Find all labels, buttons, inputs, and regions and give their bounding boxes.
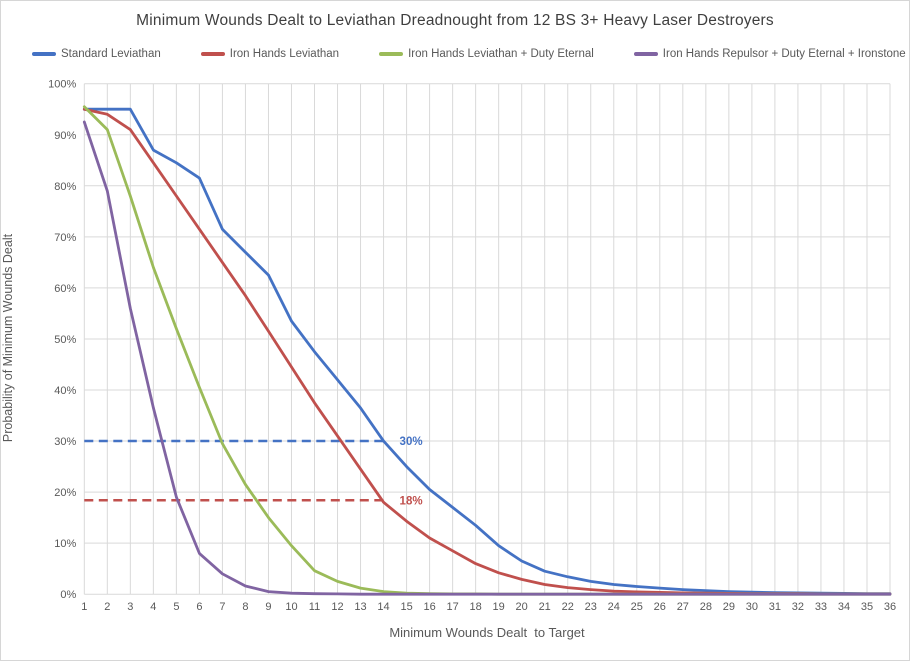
x-tick-label: 24 xyxy=(608,601,620,613)
y-tick-label: 70% xyxy=(54,232,76,244)
x-tick-label: 10 xyxy=(285,601,297,613)
x-tick-label: 35 xyxy=(861,601,873,613)
legend-item-0[interactable]: Standard Leviathan xyxy=(32,48,161,60)
reference-line-label: 18% xyxy=(400,495,423,507)
y-tick-label: 100% xyxy=(48,79,76,91)
x-tick-label: 12 xyxy=(331,601,343,613)
series-line-3 xyxy=(82,120,892,596)
x-tick-label: 34 xyxy=(838,601,850,613)
x-tick-label: 30 xyxy=(746,601,758,613)
x-tick-label: 26 xyxy=(654,601,666,613)
x-tick-label: 11 xyxy=(309,601,320,613)
series-line-1 xyxy=(82,107,892,596)
legend-label: Iron Hands Leviathan xyxy=(229,48,340,60)
legend-line-swatch xyxy=(633,52,658,56)
y-tick-label: 80% xyxy=(54,181,76,193)
reference-line-label: 30% xyxy=(400,436,423,448)
x-axis-title: Minimum Wounds Dealt to Target xyxy=(389,625,585,640)
y-tick-label: 10% xyxy=(54,538,76,550)
x-tick-label: 9 xyxy=(265,601,271,613)
series-line-2 xyxy=(82,105,892,596)
y-tick-label: 30% xyxy=(54,436,76,448)
x-tick-label: 1 xyxy=(81,601,87,613)
x-tick-label: 27 xyxy=(677,601,689,613)
legend-label: Iron Hands Leviathan + Duty Eternal xyxy=(408,48,594,60)
series-line-0 xyxy=(82,107,892,596)
x-tick-label: 13 xyxy=(354,601,366,613)
x-tick-label: 18 xyxy=(470,601,482,613)
y-tick-label: 90% xyxy=(54,130,76,142)
x-tick-label: 8 xyxy=(242,601,248,613)
legend: Standard Leviathan Iron Hands Leviathan Ir… xyxy=(32,48,906,60)
y-axis-title: Probability of Minimum Wounds Dealt xyxy=(1,233,15,443)
x-tick-label: 31 xyxy=(769,601,781,613)
x-tick-label: 7 xyxy=(219,601,225,613)
x-tick-label: 29 xyxy=(723,601,735,613)
legend-line-swatch xyxy=(32,52,56,56)
x-tick-label: 36 xyxy=(884,601,896,613)
x-tick-label: 4 xyxy=(150,601,156,613)
y-tick-label: 50% xyxy=(54,334,76,346)
x-tick-label: 28 xyxy=(700,601,712,613)
y-tick-label: 0% xyxy=(60,589,76,601)
legend-item-2[interactable]: Iron Hands Leviathan + Duty Eternal xyxy=(379,48,594,60)
x-tick-label: 2 xyxy=(104,601,110,613)
legend-line-swatch xyxy=(200,52,225,56)
legend-label: Iron Hands Repulsor + Duty Eternal + Iro… xyxy=(662,48,906,60)
x-tick-label: 33 xyxy=(815,601,827,613)
legend-item-1[interactable]: Iron Hands Leviathan xyxy=(200,48,340,60)
y-tick-label: 40% xyxy=(54,385,76,397)
legend-line-swatch xyxy=(379,52,404,56)
y-tick-label: 20% xyxy=(54,487,76,499)
x-tick-label: 19 xyxy=(493,601,505,613)
x-tick-label: 25 xyxy=(631,601,643,613)
legend-item-3[interactable]: Iron Hands Repulsor + Duty Eternal + Iro… xyxy=(633,48,906,60)
x-tick-label: 20 xyxy=(516,601,528,613)
x-tick-label: 32 xyxy=(792,601,804,613)
y-tick-label: 60% xyxy=(54,283,76,295)
legend-label: Standard Leviathan xyxy=(61,48,161,60)
chart-title: Minimum Wounds Dealt to Leviathan Dreadn… xyxy=(136,12,774,29)
x-tick-label: 17 xyxy=(446,601,458,613)
x-tick-label: 3 xyxy=(127,601,133,613)
x-tick-label: 5 xyxy=(173,601,179,613)
x-tick-label: 15 xyxy=(400,601,412,613)
x-tick-label: 16 xyxy=(423,601,435,613)
x-tick-label: 22 xyxy=(562,601,574,613)
x-tick-label: 21 xyxy=(539,601,551,613)
x-tick-label: 14 xyxy=(377,601,389,613)
x-tick-label: 23 xyxy=(585,601,597,613)
x-tick-label: 6 xyxy=(196,601,202,613)
